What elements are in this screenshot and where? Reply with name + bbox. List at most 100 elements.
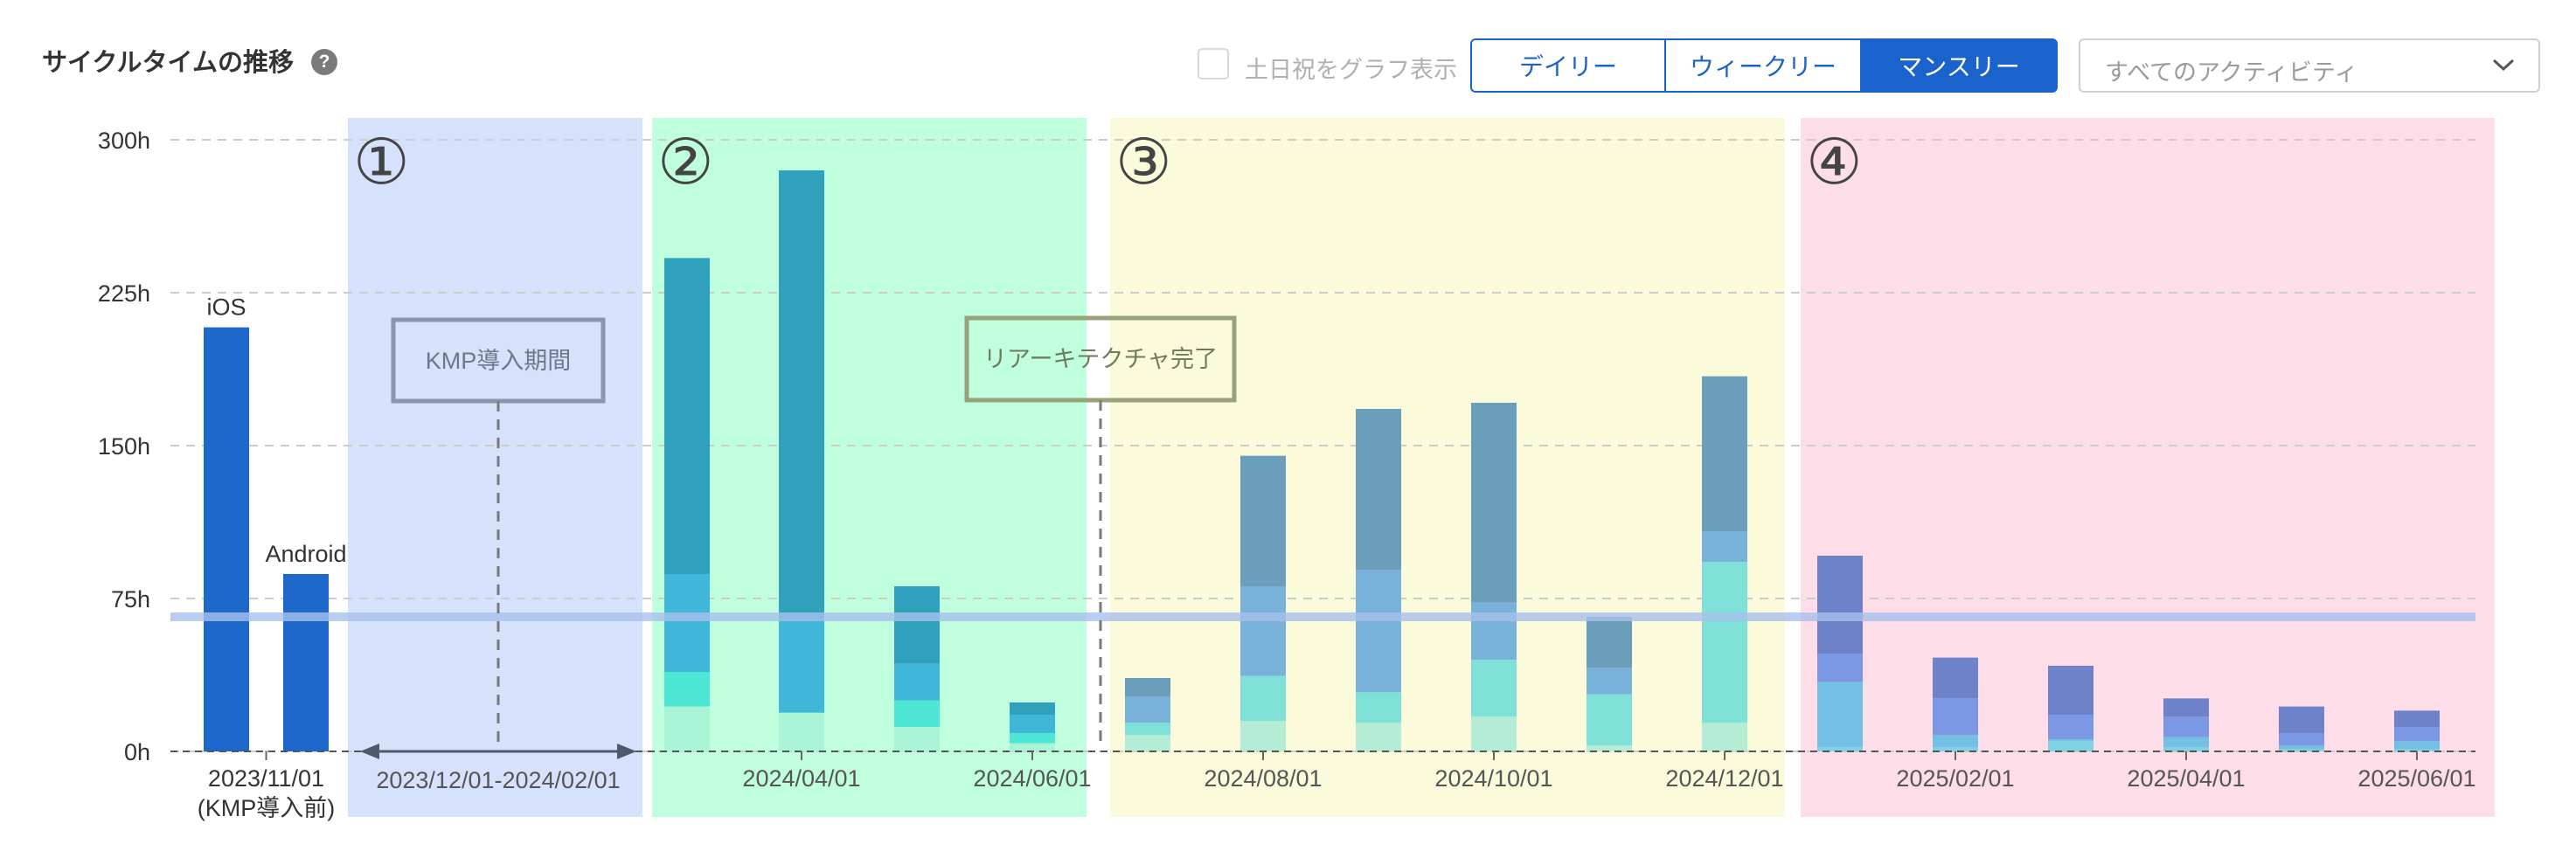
bar-2024-09-segment-4 (1356, 409, 1401, 571)
x-tick-label: 2024/12/01 (1665, 765, 1783, 792)
kmp-range-arrow-left-head (360, 744, 379, 759)
phase-2-background (652, 118, 1087, 817)
period-tab-daily[interactable]: デイリー (1470, 38, 1666, 93)
bar-2024-12-segment-3 (1702, 531, 1747, 562)
bar-2025-04-segment-2 (2163, 737, 2209, 748)
bar-2024-06-segment-1 (1010, 743, 1055, 751)
bar-2024-03-segment-3 (664, 574, 710, 672)
y-tick-label: 0h (124, 739, 150, 765)
period-tab-weekly[interactable]: ウィークリー (1666, 38, 1862, 93)
bar-2025-03-segment-3 (2048, 715, 2093, 739)
bar-2025-01-segment-1 (1817, 747, 1863, 751)
phase-1-label: ① (353, 128, 410, 197)
phase-4-background (1801, 118, 2495, 817)
bar-2024-05-segment-1 (894, 727, 940, 751)
bar-2024-06-segment-2 (1010, 733, 1055, 744)
bar-2024-08-segment-3 (1240, 586, 1286, 676)
x-tick-label: (KMP導入前) (198, 795, 336, 821)
bar-2024-07-segment-1 (1125, 735, 1170, 751)
bar-2024-06-segment-3 (1010, 715, 1055, 733)
x-tick-label: 2023/11/01 (208, 765, 324, 792)
bar-2024-05-segment-3 (894, 663, 940, 701)
y-tick-label: 225h (98, 280, 150, 307)
phase-1-background (348, 118, 642, 817)
bar-2025-02-segment-2 (1933, 735, 1978, 748)
bar-2025-02-segment-4 (1933, 657, 1978, 699)
help-icon[interactable]: ? (311, 49, 337, 75)
x-tick-label: 2024/08/01 (1204, 765, 1322, 792)
bar-2024-03-segment-1 (664, 706, 710, 751)
activity-select[interactable]: すべてのアクティビティ (2079, 38, 2540, 93)
y-tick-label: 75h (111, 586, 150, 612)
activity-select-value: すべてのアクティビティ (2105, 59, 2358, 86)
bar-2025-02-segment-1 (1933, 747, 1978, 751)
bar-2025-03-segment-1 (2048, 741, 2093, 751)
bar-2025-03-segment-4 (2048, 666, 2093, 715)
bar-2025-06-segment-2 (2394, 741, 2440, 750)
bar-2025-04-segment-3 (2163, 716, 2209, 737)
bar-2024-07-segment-2 (1125, 723, 1170, 736)
bar-2025-05-segment-4 (2279, 706, 2324, 733)
bar-2024-11-segment-3 (1587, 668, 1632, 695)
bar-2024-11-segment-2 (1587, 694, 1632, 745)
bar-2024-07-segment-3 (1125, 696, 1170, 723)
kmp-range-label: 2023/12/01-2024/02/01 (376, 767, 620, 793)
x-tick-label: 2025/02/01 (1896, 765, 2014, 792)
bar-2024-05-segment-2 (894, 700, 940, 727)
bar-2024-04-segment-1 (779, 712, 824, 751)
phase-3-background (1110, 118, 1785, 817)
bar-2025-06-segment-3 (2394, 727, 2440, 742)
x-tick-label: 2024/04/01 (742, 765, 860, 792)
bar-2024-03-segment-4 (664, 258, 710, 574)
bar-2024-04-segment-4 (779, 501, 824, 619)
bar-2024-12-segment-4 (1702, 376, 1747, 531)
bar-2024-09-segment-2 (1356, 692, 1401, 723)
bar-2024-05-segment-4 (894, 586, 940, 664)
bar-2024-11-segment-1 (1587, 745, 1632, 751)
bar-2024-11-segment-4 (1587, 617, 1632, 668)
bar-2024-09-segment-3 (1356, 570, 1401, 693)
period-tab-monthly[interactable]: マンスリー (1862, 38, 2058, 93)
bar-2023-11-segment-1 (283, 574, 329, 751)
kmp-range-arrow-right-head (617, 744, 636, 759)
weekend-checkbox-label: 土日祝をグラフ表示 (1245, 57, 1457, 83)
bar-2025-05-segment-1 (2279, 749, 2324, 751)
bar-2025-02-segment-3 (1933, 698, 1978, 736)
bar-2024-12-segment-1 (1702, 723, 1747, 751)
bar-2025-05-segment-3 (2279, 733, 2324, 745)
bar-2024-10-segment-4 (1471, 403, 1517, 603)
bar-2024-12-segment-2 (1702, 562, 1747, 723)
phase-2-label: ② (657, 128, 714, 197)
bar-2024-04-segment-3 (779, 619, 824, 713)
phase-4-label: ④ (1806, 128, 1863, 197)
phase-3-label: ③ (1115, 128, 1172, 197)
annotation-rearch-text: リアーキテクチャ完了 (983, 346, 1218, 372)
y-tick-label: 150h (98, 433, 150, 460)
y-tick-label: 300h (98, 128, 150, 154)
x-tick-label: 2025/06/01 (2357, 765, 2475, 792)
bar-2025-01-segment-2 (1817, 681, 1863, 748)
bar-2024-08-segment-2 (1240, 675, 1286, 721)
chart-title: サイクルタイムの推移 (42, 49, 294, 77)
bar-2024-08-segment-1 (1240, 721, 1286, 751)
bar-2025-05-segment-2 (2279, 745, 2324, 750)
bar-2024-10-segment-2 (1471, 660, 1517, 717)
x-tick-label: 2024/10/01 (1434, 765, 1552, 792)
bar-2024-09-segment-1 (1356, 723, 1401, 751)
bar-2025-04-segment-1 (2163, 747, 2209, 751)
bar-2024-07-segment-4 (1125, 678, 1170, 696)
bar-2024-06-segment-4 (1010, 702, 1055, 715)
bar-2024-04-segment-5 (779, 170, 824, 501)
x-tick-label: 2024/06/01 (973, 765, 1091, 792)
bar-2025-03-segment-2 (2048, 739, 2093, 742)
bar-label: iOS (206, 294, 246, 321)
bar-2024-10-segment-1 (1471, 716, 1517, 751)
bar-2025-06-segment-4 (2394, 710, 2440, 727)
weekend-checkbox[interactable] (1198, 48, 1229, 80)
x-tick-label: 2025/04/01 (2127, 765, 2245, 792)
annotation-kmp-text: KMP導入期間 (426, 348, 572, 374)
bar-2025-06-segment-1 (2394, 749, 2440, 751)
period-toggle: デイリー ウィークリー マンスリー (1470, 38, 2058, 93)
bar-2023-11-segment-1 (204, 327, 249, 751)
